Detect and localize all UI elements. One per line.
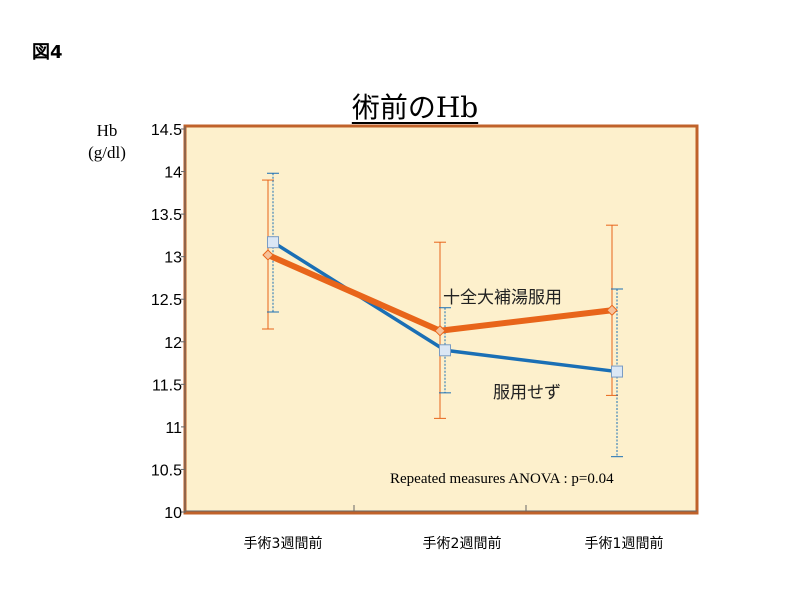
data-point-juzen <box>434 325 446 337</box>
y-tick-label: 10.5 <box>151 462 182 479</box>
x-tick-label: 手術3週間前 <box>244 535 323 552</box>
data-point-none <box>439 344 451 357</box>
data-point-none <box>267 236 279 249</box>
x-tick-label: 手術1週間前 <box>585 535 664 552</box>
y-tick-label: 10 <box>164 505 182 522</box>
series-markers <box>262 236 623 378</box>
y-tick-label: 11 <box>165 420 182 437</box>
series-label-none: 服用せず <box>493 383 561 403</box>
y-tick-label: 13 <box>164 250 182 267</box>
y-axis-label: Hb (g/dl) <box>88 121 126 162</box>
data-point-juzen <box>262 249 274 261</box>
series-label-juzen: 十全大補湯服用 <box>443 288 562 308</box>
y-tick-label: 13.5 <box>151 207 182 224</box>
y-tick-label: 12.5 <box>151 292 182 309</box>
plot-area <box>183 124 699 515</box>
y-tick-label: 14 <box>164 165 182 182</box>
data-point-none <box>611 365 623 378</box>
chart-title: 術前のHb <box>351 91 479 124</box>
figure-label: 図4 <box>32 42 63 63</box>
x-tick-label: 手術2週間前 <box>423 535 502 552</box>
x-axis: 手術3週間前 手術2週間前 手術1週間前 <box>185 505 697 552</box>
y-tick-label: 14.5 <box>151 122 182 139</box>
anova-annotation: Repeated measures ANOVA : p=0.04 <box>390 471 614 487</box>
y-axis: 10 10.5 11 11.5 12 12.5 13 13.5 14 14.5 <box>151 122 186 522</box>
data-point-juzen <box>606 304 618 316</box>
y-tick-label: 11.5 <box>152 377 182 394</box>
y-tick-label: 12 <box>164 335 182 352</box>
